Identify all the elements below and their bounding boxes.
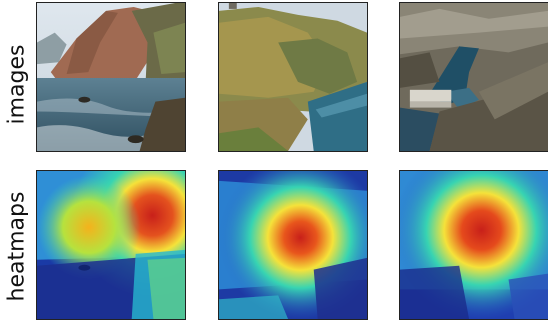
- row-label-heatmaps: heatmaps: [0, 166, 34, 325]
- green-cliff-image: [219, 3, 367, 151]
- coastal-cliff-heatmap: [37, 171, 185, 319]
- row-label-heatmaps-text: heatmaps: [4, 191, 30, 301]
- image-panel-3: [399, 2, 548, 152]
- heatmap-panel-2: [218, 170, 368, 320]
- row-label-images-text: images: [4, 44, 30, 124]
- row-label-images: images: [0, 4, 34, 164]
- coastal-cliff-image: [37, 3, 185, 151]
- green-cliff-heatmap: [219, 171, 367, 319]
- image-panel-2: [218, 2, 368, 152]
- heatmap-panel-1: [36, 170, 186, 320]
- heatmap-panel-3: [399, 170, 548, 320]
- dam-canyon-image: [400, 3, 548, 151]
- dam-canyon-heatmap: [400, 171, 548, 319]
- image-panel-1: [36, 2, 186, 152]
